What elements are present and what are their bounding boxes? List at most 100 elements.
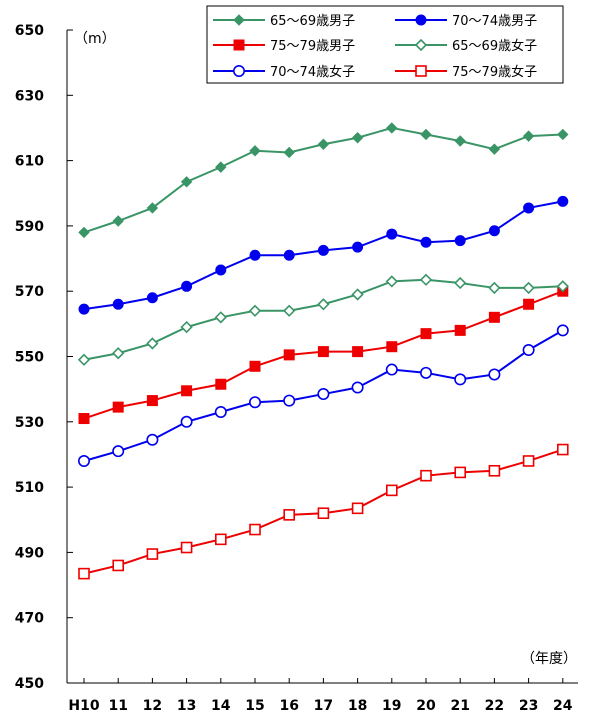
data-point xyxy=(385,275,398,288)
data-point xyxy=(523,298,535,310)
data-point xyxy=(488,464,501,477)
series-lines xyxy=(77,122,569,580)
x-tick-label: 17 xyxy=(314,698,333,714)
data-point xyxy=(420,236,432,248)
data-point xyxy=(249,523,261,536)
data-point xyxy=(522,281,535,295)
data-point xyxy=(317,507,330,520)
series-4 xyxy=(77,273,569,366)
y-tick-label: 490 xyxy=(15,545,44,561)
x-tick-label: 23 xyxy=(519,698,538,714)
data-point xyxy=(419,366,432,379)
data-point xyxy=(180,415,193,428)
data-point xyxy=(317,298,330,311)
data-point xyxy=(522,343,535,356)
x-tick-label: 20 xyxy=(416,698,436,714)
data-point xyxy=(112,298,124,310)
data-point xyxy=(556,443,569,456)
data-point xyxy=(180,541,193,554)
data-point xyxy=(351,381,364,394)
data-point xyxy=(214,311,227,324)
data-point xyxy=(181,385,193,397)
data-point xyxy=(488,143,501,155)
data-point xyxy=(112,401,124,413)
data-point xyxy=(351,502,364,515)
data-point xyxy=(78,454,91,467)
data-point xyxy=(77,353,91,366)
data-point xyxy=(386,341,398,353)
x-tick-label: 15 xyxy=(245,698,264,714)
data-point xyxy=(146,202,159,214)
data-point xyxy=(283,249,295,261)
data-point xyxy=(385,484,398,497)
data-point xyxy=(386,228,398,240)
legend-item: 75～79歳女子 xyxy=(395,64,537,80)
data-point xyxy=(146,548,159,560)
data-point xyxy=(420,469,432,482)
y-unit-label: （m） xyxy=(74,31,116,47)
data-point xyxy=(488,225,500,237)
data-point xyxy=(112,215,124,227)
data-point xyxy=(522,130,535,142)
legend-marker xyxy=(414,38,428,52)
data-point xyxy=(283,304,296,317)
data-point xyxy=(351,288,364,301)
x-tick-label: 21 xyxy=(450,698,469,714)
data-point xyxy=(215,264,227,276)
data-point xyxy=(215,161,227,173)
data-point xyxy=(146,292,158,304)
data-point xyxy=(317,244,329,256)
y-tick-label: 470 xyxy=(15,611,44,627)
y-tick-label: 610 xyxy=(15,154,44,170)
data-point xyxy=(556,280,569,293)
data-point xyxy=(181,280,193,292)
data-point xyxy=(215,533,227,546)
data-point xyxy=(557,128,569,141)
legend-label: 65～69歳男子 xyxy=(270,14,355,29)
data-point xyxy=(78,226,90,239)
data-point xyxy=(454,235,466,247)
legend-marker xyxy=(233,14,245,26)
data-point xyxy=(352,346,364,358)
x-tick-label: H10 xyxy=(68,698,99,714)
data-point xyxy=(146,395,158,407)
data-point xyxy=(488,311,500,323)
legend-item: 65～69歳男子 xyxy=(213,14,355,29)
x-tick-label: 14 xyxy=(211,698,231,714)
y-tick-label: 650 xyxy=(15,23,44,39)
data-point xyxy=(146,337,159,350)
y-tick-label: 450 xyxy=(15,676,44,692)
data-point xyxy=(78,413,90,425)
data-point xyxy=(352,241,364,253)
data-point xyxy=(317,346,329,358)
legend-marker xyxy=(233,39,245,51)
data-point xyxy=(112,347,125,360)
data-point xyxy=(454,135,466,147)
data-point xyxy=(283,509,296,521)
series-2 xyxy=(78,195,569,315)
data-point xyxy=(419,273,433,286)
y-tick-label: 630 xyxy=(15,88,44,104)
data-point xyxy=(249,396,262,409)
data-point xyxy=(283,146,295,159)
legend-label: 70～74歳女子 xyxy=(270,64,355,80)
x-tick-label: 22 xyxy=(485,698,504,714)
y-tick-label: 530 xyxy=(15,415,44,431)
legend-item: 65～69歳女子 xyxy=(395,38,537,54)
data-point xyxy=(420,128,432,141)
data-point xyxy=(351,132,364,144)
data-point xyxy=(522,455,535,467)
legend-label: 75～79歳女子 xyxy=(452,64,537,80)
legend-label: 75～79歳男子 xyxy=(270,39,355,54)
data-point xyxy=(112,559,124,572)
legend-label: 70～74歳男子 xyxy=(452,14,537,29)
data-point xyxy=(420,328,432,340)
y-tick-label: 570 xyxy=(15,284,44,300)
data-point xyxy=(523,202,535,214)
data-point xyxy=(283,349,295,361)
data-point xyxy=(454,373,467,386)
data-point xyxy=(454,466,467,479)
legend-marker xyxy=(233,65,246,78)
